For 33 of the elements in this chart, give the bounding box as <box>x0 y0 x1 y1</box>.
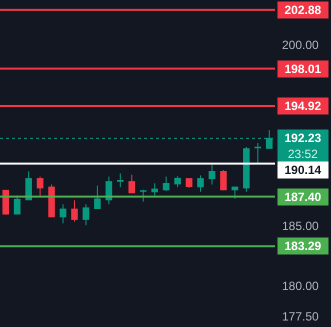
candlestick <box>117 172 124 188</box>
candlestick <box>14 194 20 215</box>
ref-line-label: 190.14 <box>284 163 322 177</box>
y-tick-label: 200.00 <box>282 38 320 52</box>
candlestick <box>208 164 216 185</box>
y-tick-label: 185.00 <box>282 218 320 233</box>
candlestick <box>48 184 55 218</box>
ref-line-label: 194.92 <box>284 99 322 113</box>
ref-line-label: 183.29 <box>284 239 322 253</box>
candlestick <box>186 178 192 188</box>
candlestick <box>243 146 250 192</box>
ref-line-label: 198.01 <box>284 62 322 76</box>
candlestick <box>128 174 136 194</box>
candlestick <box>36 176 44 196</box>
ref-line-label: 187.40 <box>284 190 322 204</box>
candlestick <box>25 170 32 201</box>
y-tick-label: 180.00 <box>282 279 320 294</box>
text: 23:52 <box>288 147 318 161</box>
candlestick <box>254 142 262 164</box>
candlestick <box>197 174 204 192</box>
y-tick-label: 177.50 <box>282 309 320 324</box>
candlestick <box>232 186 238 200</box>
ref-line-label: 202.88 <box>284 3 322 17</box>
candlestick <box>82 204 90 226</box>
candlestick <box>220 170 227 191</box>
candlestick <box>71 200 78 222</box>
candlestick <box>140 189 147 202</box>
candlestick <box>94 185 101 210</box>
ref-line-label: 192.23 <box>284 131 322 145</box>
candlestick <box>151 182 158 196</box>
candlestick <box>174 176 181 188</box>
candlestick <box>60 204 66 224</box>
candlestick <box>162 176 170 192</box>
